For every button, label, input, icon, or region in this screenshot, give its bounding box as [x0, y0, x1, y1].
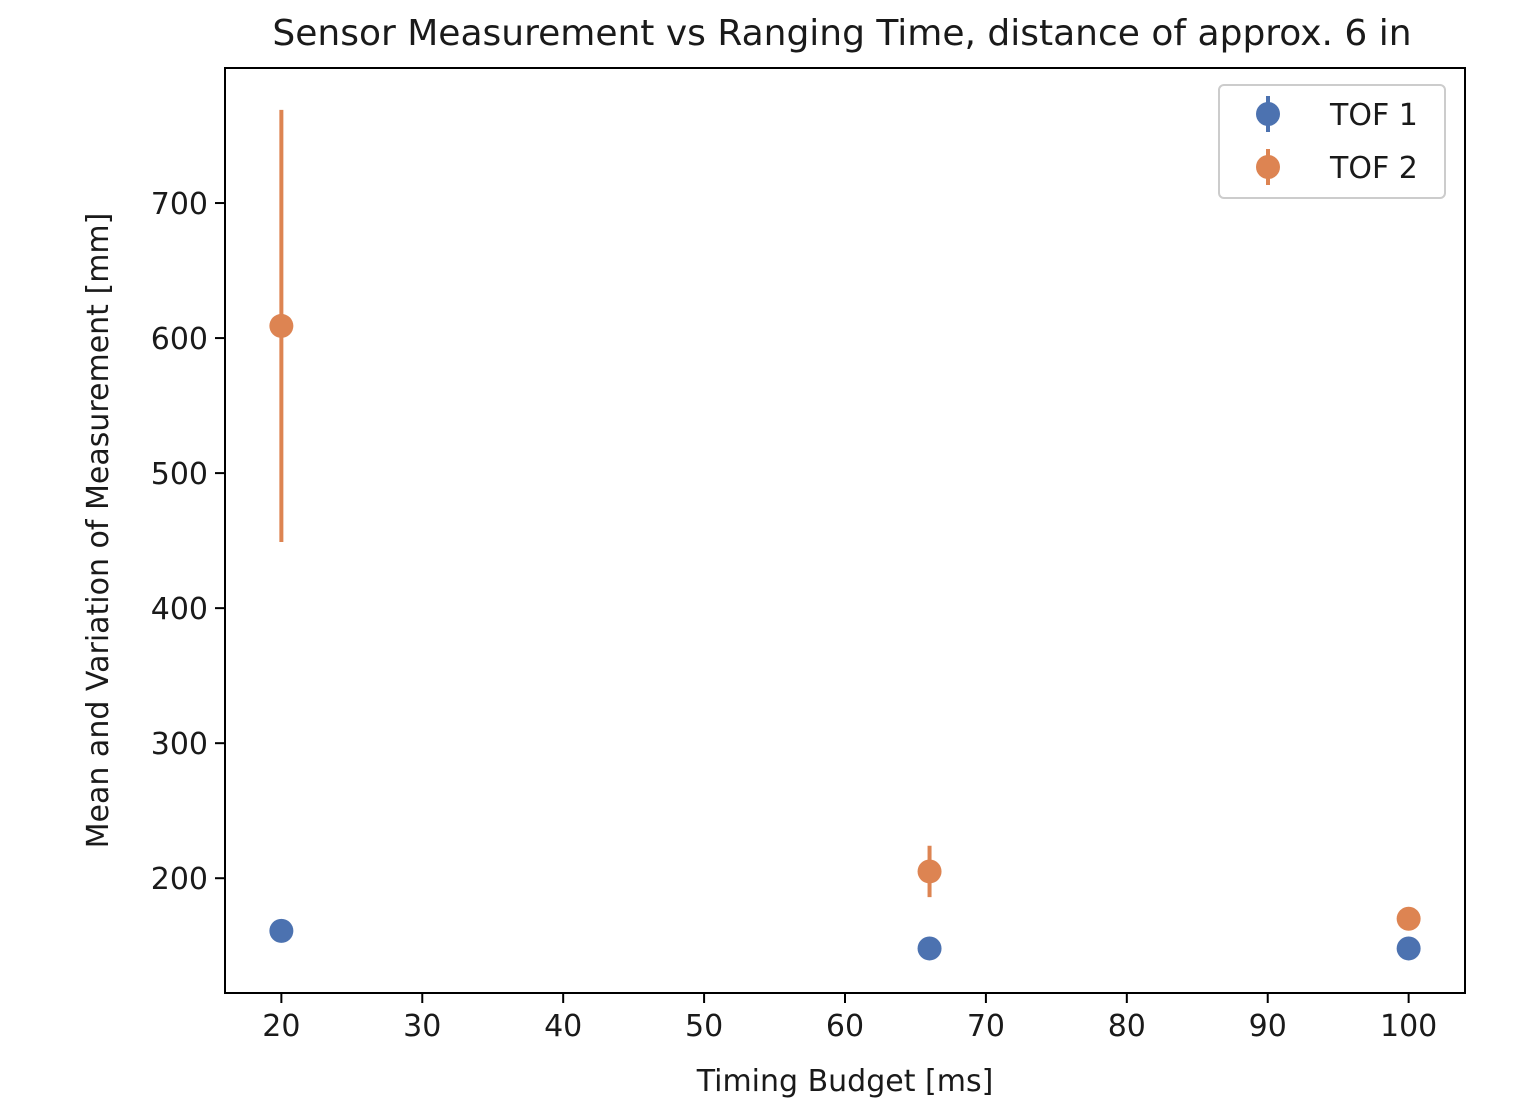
plot-area — [269, 109, 1421, 961]
x-tick-label: 40 — [544, 1009, 582, 1044]
y-tick-label: 600 — [151, 322, 208, 357]
legend-marker — [1256, 102, 1280, 126]
y-axis-label: Mean and Variation of Measurement [mm] — [81, 213, 116, 849]
y-axis: 200 300 400 500 600 700 — [151, 187, 225, 897]
x-tick-label: 60 — [826, 1009, 864, 1044]
data-point — [917, 859, 942, 884]
y-tick-label: 200 — [151, 862, 208, 897]
x-tick-label: 70 — [967, 1009, 1005, 1044]
legend-label: TOF 2 — [1329, 151, 1418, 186]
plot-frame — [224, 67, 1466, 994]
x-tick-label: 100 — [1380, 1009, 1437, 1044]
x-tick-label: 90 — [1249, 1009, 1287, 1044]
x-axis: 20 30 40 50 60 70 80 90 100 — [262, 993, 1437, 1044]
legend: TOF 1 TOF 2 — [1218, 84, 1446, 199]
x-axis-label: Timing Budget [ms] — [696, 1064, 994, 1099]
x-tick-label: 80 — [1108, 1009, 1146, 1044]
y-tick-label: 500 — [151, 457, 208, 492]
legend-marker — [1256, 155, 1280, 179]
x-tick-label: 20 — [262, 1009, 300, 1044]
data-point — [917, 936, 942, 961]
legend-label: TOF 1 — [1329, 98, 1418, 133]
data-point — [1396, 906, 1421, 931]
data-point — [1396, 936, 1421, 961]
y-tick-label: 400 — [151, 592, 208, 627]
y-tick-label: 300 — [151, 727, 208, 762]
data-point — [269, 918, 294, 943]
x-tick-label: 50 — [685, 1009, 723, 1044]
y-tick-label: 700 — [151, 187, 208, 222]
data-point — [269, 313, 294, 338]
chart-title: Sensor Measurement vs Ranging Time, dist… — [272, 13, 1411, 54]
x-tick-label: 30 — [403, 1009, 441, 1044]
